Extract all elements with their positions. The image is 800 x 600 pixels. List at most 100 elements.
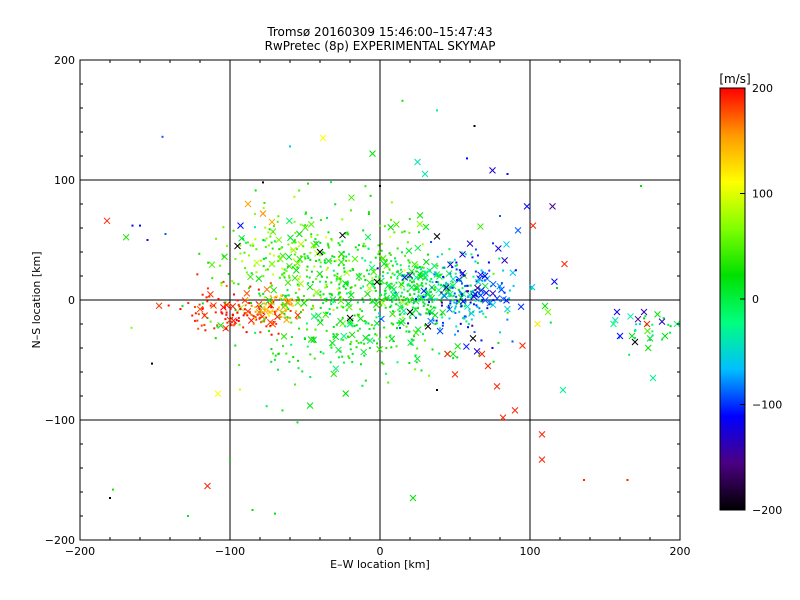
data-point-dot — [253, 226, 256, 229]
data-point-dot — [250, 302, 253, 305]
data-point-dot — [223, 306, 226, 309]
data-point-dot — [258, 317, 261, 320]
data-point-dot — [373, 269, 376, 272]
data-point-dot — [217, 297, 220, 300]
data-point-cross — [259, 210, 267, 217]
data-point-dot — [225, 327, 228, 330]
data-point-cross — [283, 316, 290, 324]
data-point-dot — [265, 268, 268, 271]
data-point-dot — [499, 215, 501, 217]
data-point-dot — [429, 305, 432, 308]
data-point-dot — [335, 259, 338, 262]
data-point-dot — [247, 287, 250, 290]
data-point-dot — [221, 312, 224, 315]
data-point-cross — [399, 317, 406, 325]
data-point-dot — [232, 282, 235, 285]
data-point-dot — [669, 331, 672, 334]
data-point-dot — [346, 283, 349, 286]
data-point-cross — [489, 290, 497, 297]
data-point-dot — [272, 300, 275, 303]
data-point-dot — [384, 289, 387, 292]
data-point-dot — [406, 298, 409, 301]
data-point-dot — [429, 280, 432, 283]
data-point-dot — [431, 300, 434, 303]
data-point-dot — [330, 346, 333, 349]
data-point-dot — [407, 271, 410, 274]
data-point-dot — [503, 291, 506, 294]
data-point-dot — [250, 304, 253, 307]
data-point-dot — [239, 252, 242, 255]
data-point-cross — [417, 273, 424, 281]
data-point-dot — [323, 252, 326, 255]
data-point-dot — [368, 327, 371, 330]
data-point-dot — [449, 300, 452, 303]
data-point-dot — [669, 325, 672, 328]
data-point-cross — [634, 315, 642, 323]
data-point-dot — [370, 301, 373, 304]
data-point-cross — [329, 296, 337, 303]
data-point-dot — [203, 313, 206, 316]
data-point-cross — [287, 234, 294, 242]
data-point-dot — [420, 271, 423, 274]
data-point-dot — [382, 297, 385, 300]
data-point-dot — [481, 291, 484, 294]
data-point-dot — [309, 353, 312, 356]
data-point-dot — [407, 322, 410, 325]
data-point-dot — [353, 314, 356, 317]
data-point-dot — [411, 281, 414, 284]
data-point-dot — [440, 301, 443, 304]
data-point-cross — [431, 262, 438, 270]
data-point-dot — [418, 265, 421, 268]
data-point-dot — [274, 312, 277, 315]
data-point-dot — [246, 241, 249, 244]
data-point-dot — [269, 295, 272, 298]
data-point-dot — [460, 293, 463, 296]
data-point-dot — [319, 280, 322, 283]
data-point-dot — [349, 290, 352, 293]
data-point-dot — [339, 277, 342, 280]
data-point-dot — [269, 324, 272, 327]
data-point-dot — [351, 352, 354, 355]
data-point-cross — [446, 306, 453, 313]
data-point-cross — [294, 259, 301, 267]
data-point-cross — [412, 329, 420, 337]
data-point-dot — [220, 311, 223, 314]
data-point-dot — [263, 316, 266, 319]
data-point-cross — [392, 291, 400, 299]
data-point-dot — [499, 331, 502, 334]
data-point-cross — [253, 259, 261, 267]
data-point-dot — [448, 248, 451, 251]
data-point-dot — [385, 259, 388, 262]
data-point-dot — [342, 285, 345, 288]
data-point-dot — [268, 314, 271, 317]
data-point-cross — [366, 337, 374, 344]
data-point-dot — [337, 293, 340, 296]
data-point-cross — [646, 335, 654, 342]
data-point-cross — [373, 278, 381, 286]
data-point-dot — [401, 306, 404, 309]
data-point-dot — [455, 295, 458, 298]
data-point-dot — [255, 318, 258, 321]
data-point-cross — [610, 320, 617, 328]
data-point-dot — [238, 363, 241, 366]
data-point-dot — [417, 277, 420, 280]
data-point-dot — [379, 316, 382, 319]
data-point-dot — [216, 324, 219, 327]
data-point-dot — [443, 266, 446, 269]
data-point-dot — [224, 301, 227, 304]
data-point-dot — [458, 310, 461, 313]
data-point-cross — [278, 309, 286, 317]
data-point-dot — [407, 283, 410, 286]
data-point-dot — [479, 299, 482, 302]
data-point-dot — [203, 324, 206, 327]
data-point-dot — [358, 272, 361, 275]
data-point-dot — [355, 346, 358, 349]
data-point-dot — [423, 277, 426, 280]
data-point-cross — [122, 233, 130, 241]
data-point-dot — [292, 258, 295, 261]
data-point-dot — [247, 254, 250, 257]
data-point-dot — [390, 276, 393, 279]
data-point-dot — [414, 265, 417, 268]
data-point-dot — [383, 326, 386, 329]
data-point-dot — [263, 305, 266, 308]
